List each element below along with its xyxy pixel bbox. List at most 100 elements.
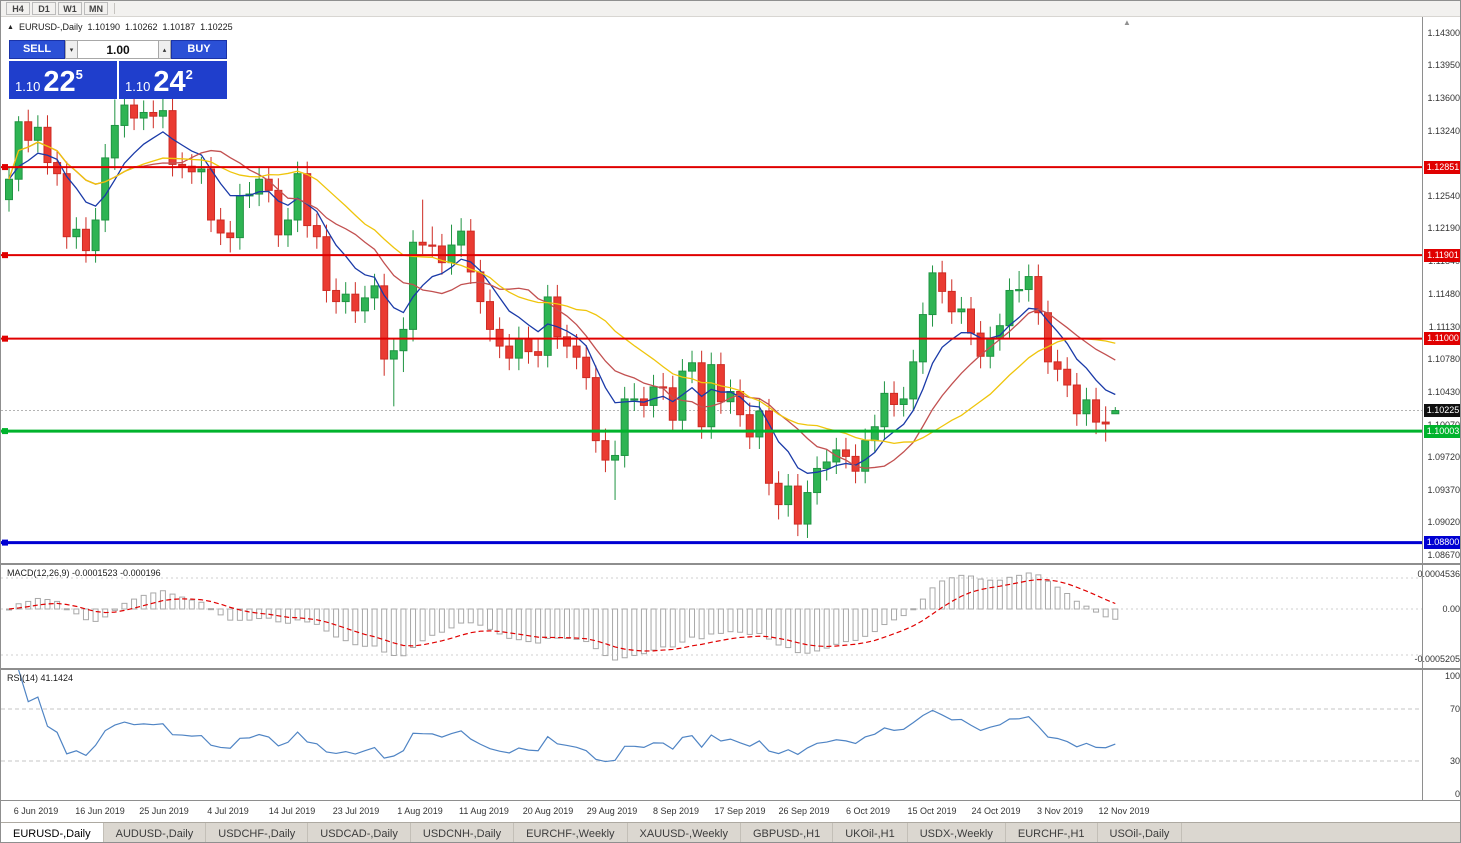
macd-label: MACD(12,26,9) -0.0001523 -0.000196 — [7, 568, 161, 578]
time-axis-label: 6 Jun 2019 — [13, 806, 59, 816]
chart-tab-label: AUDUSD-,Daily — [115, 827, 194, 840]
price-axis-tick: 1.13950 — [1427, 60, 1460, 71]
buy-price-prefix: 1.10 — [125, 79, 151, 95]
direction-arrow-icon: ▲ — [7, 23, 14, 31]
panel-splitter[interactable] — [1, 563, 1460, 565]
rsi-label: RSI(14) 41.1424 — [7, 673, 74, 683]
ohlc-close-value: 1.10225 — [200, 22, 233, 32]
chart-tab-usdcad-daily[interactable]: USDCAD-,Daily — [308, 823, 411, 842]
price-axis-tick: 1.12540 — [1427, 190, 1460, 201]
ohlc-high-value: 1.10262 — [125, 22, 158, 32]
chart-tab-eurchf-weekly[interactable]: EURCHF-,Weekly — [514, 823, 628, 842]
macd-axis-label: -0.0005205 — [1414, 654, 1460, 664]
ohlc-low-value: 1.10187 — [162, 22, 196, 32]
timeframe-button-w1[interactable]: W1 — [58, 2, 82, 15]
volume-input[interactable] — [78, 40, 158, 59]
price-axis[interactable]: 1.14300 1.13950 1.13600 1.13240 1.12540 1.121… — [1414, 17, 1460, 800]
price-axis-tick: 1.10430 — [1427, 386, 1460, 397]
time-axis-label: 1 Aug 2019 — [397, 806, 443, 816]
chart-tab-eurusd-daily[interactable]: EURUSD-,Daily — [1, 823, 104, 842]
time-axis-label: 29 Aug 2019 — [586, 806, 638, 816]
chart-ohlc-header: ▲ EURUSD-,Daily 1.10190 1.10262 1.10187 … — [7, 22, 233, 32]
chart-tab-usdcnh-daily[interactable]: USDCNH-,Daily — [410, 823, 515, 842]
buy-button[interactable]: BUY — [171, 40, 227, 59]
price-level-badge: 1.12851 — [1424, 160, 1460, 174]
chart-tab-label: EURCHF-,Weekly — [526, 827, 615, 840]
volume-increase-button[interactable]: ▴ — [158, 40, 171, 59]
price-axis-tick: 1.09370 — [1427, 484, 1460, 495]
chart-tab-ukoil-h1[interactable]: UKOil-,H1 — [833, 823, 908, 842]
time-axis-label: 15 Oct 2019 — [907, 806, 957, 816]
sell-price-prefix: 1.10 — [15, 79, 41, 95]
trade-quotes-row: 1.10 22 5 1.10 24 2 — [9, 61, 227, 99]
panel-splitter[interactable] — [1, 668, 1460, 670]
chart-tab-label: USOil-,Daily — [1109, 827, 1170, 840]
rsi-plot[interactable] — [1, 670, 1422, 800]
buy-price-button[interactable]: 1.10 24 2 — [119, 61, 227, 99]
time-axis-label: 23 Jul 2019 — [332, 806, 380, 816]
chart-tab-label: EURCHF-,H1 — [1017, 827, 1085, 840]
price-axis-tick: 1.13600 — [1427, 92, 1460, 103]
chart-tab-gbpusd-h1[interactable]: GBPUSD-,H1 — [740, 823, 834, 842]
chart-tab-usdx-weekly[interactable]: USDX-,Weekly — [907, 823, 1006, 842]
time-axis-label: 14 Jul 2019 — [268, 806, 316, 816]
sell-price-button[interactable]: 1.10 22 5 — [9, 61, 117, 99]
price-level-badge: 1.11901 — [1424, 248, 1460, 262]
chart-tab-bar: EURUSD-,Daily AUDUSD-,Daily USDCHF-,Daily U… — [1, 822, 1460, 842]
time-axis[interactable]: 6 Jun 2019 16 Jun 2019 25 Jun 2019 4 Jul 20… — [1, 800, 1460, 822]
chart-tab-label: XAUUSD-,Weekly — [639, 827, 728, 840]
trade-controls-row: SELL ▾ ▴ BUY — [9, 40, 227, 59]
chart-tab-audusd-daily[interactable]: AUDUSD-,Daily — [103, 823, 207, 842]
sell-price-pip-digit: 5 — [75, 67, 83, 82]
rsi-axis-label: 30 — [1449, 756, 1460, 766]
chart-tab-usdchf-daily[interactable]: USDCHF-,Daily — [206, 823, 309, 842]
current-price-badge: 1.10225 — [1424, 404, 1460, 417]
price-axis-tick: 1.11480 — [1428, 289, 1460, 300]
chart-tab-xauusd-weekly[interactable]: XAUUSD-,Weekly — [627, 823, 741, 842]
chart-tab-label: USDX-,Weekly — [919, 827, 993, 840]
timeframe-toolbar: H4 D1 W1 MN — [1, 1, 1460, 17]
price-chart-plot[interactable] — [1, 17, 1422, 563]
price-axis-tick: 1.11130 — [1428, 321, 1460, 332]
chart-tab-label: UKOil-,H1 — [845, 827, 895, 840]
chart-tab-label: GBPUSD-,H1 — [752, 827, 821, 840]
time-axis-label: 25 Jun 2019 — [139, 806, 189, 816]
sell-button[interactable]: SELL — [9, 40, 65, 59]
time-axis-label: 8 Sep 2019 — [652, 806, 700, 816]
toolbar-separator — [114, 3, 115, 14]
timeframe-button-h4[interactable]: H4 — [6, 2, 30, 15]
price-level-badge: 1.08800 — [1424, 536, 1460, 550]
buy-price-big-digits: 24 — [153, 66, 186, 99]
timeframe-button-mn[interactable]: MN — [84, 2, 108, 15]
time-axis-label: 16 Jun 2019 — [75, 806, 125, 816]
rsi-indicator-panel: RSI(14) 41.1424 — [1, 670, 1422, 800]
time-axis-label: 6 Oct 2019 — [845, 806, 891, 816]
macd-plot[interactable] — [1, 565, 1422, 668]
time-axis-label: 24 Oct 2019 — [971, 806, 1021, 816]
time-axis-label: 20 Aug 2019 — [522, 806, 574, 816]
chart-tab-label: USDCHF-,Daily — [218, 827, 296, 840]
price-chart-panel: ▲ EURUSD-,Daily 1.10190 1.10262 1.10187 … — [1, 17, 1422, 563]
chart-tab-label: USDCAD-,Daily — [320, 827, 398, 840]
price-axis-tick: 1.12190 — [1427, 223, 1460, 234]
time-axis-label: 12 Nov 2019 — [1098, 806, 1150, 816]
rsi-axis-label: 100 — [1444, 671, 1460, 681]
chart-tab-eurchf-h1[interactable]: EURCHF-,H1 — [1005, 823, 1098, 842]
macd-indicator-panel: MACD(12,26,9) -0.0001523 -0.000196 — [1, 565, 1422, 668]
chart-tab-label: USDCNH-,Daily — [422, 827, 502, 840]
price-axis-tick: 1.14300 — [1427, 27, 1460, 38]
time-axis-label: 3 Nov 2019 — [1036, 806, 1084, 816]
rsi-axis-label: 0 — [1454, 789, 1460, 799]
chart-symbol-label: EURUSD-,Daily — [18, 22, 83, 32]
price-axis-tick: 1.10780 — [1427, 354, 1460, 365]
macd-axis-label: 0.0004536 — [1417, 569, 1460, 579]
chart-tab-usoil-daily[interactable]: USOil-,Daily — [1097, 823, 1183, 842]
sell-price-big-digits: 22 — [43, 66, 76, 99]
buy-price-pip-digit: 2 — [185, 67, 193, 82]
timeframe-button-d1[interactable]: D1 — [32, 2, 56, 15]
time-axis-label: 11 Aug 2019 — [459, 806, 509, 816]
ohlc-open-value: 1.10190 — [87, 22, 120, 32]
volume-decrease-button[interactable]: ▾ — [65, 40, 78, 59]
